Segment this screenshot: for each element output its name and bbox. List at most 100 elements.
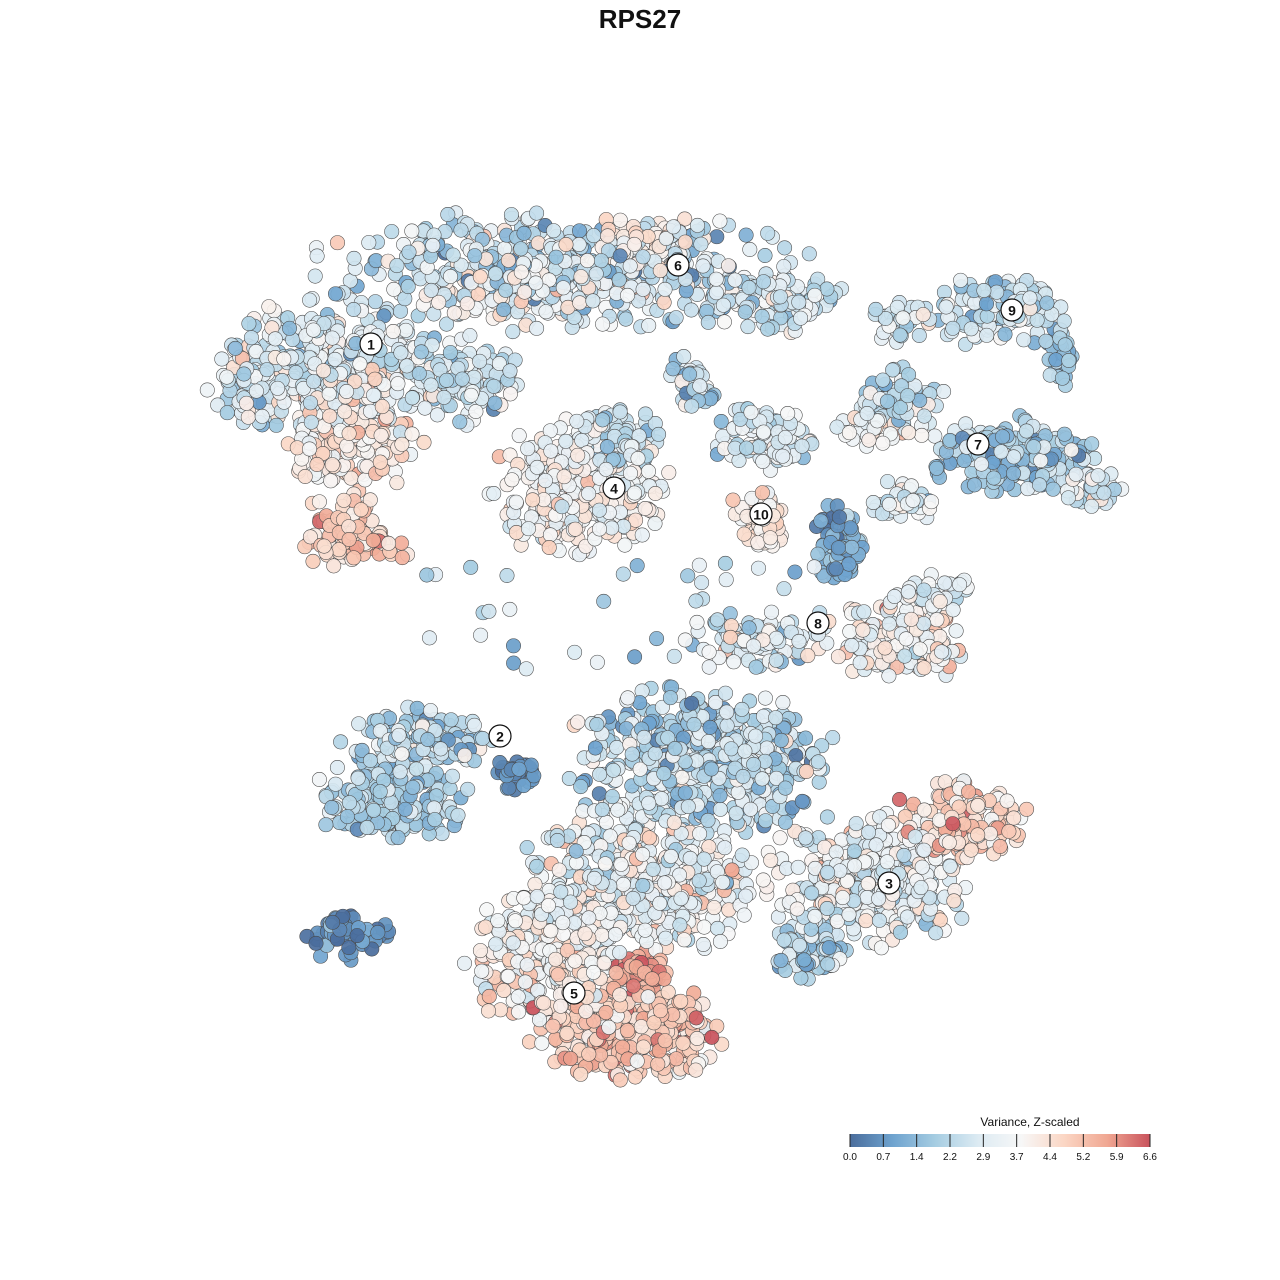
cell-point (967, 477, 982, 493)
cell-point (871, 912, 887, 928)
cell-point (916, 408, 932, 424)
cell-point (865, 495, 881, 510)
cell-point (324, 457, 340, 473)
cell-point (912, 641, 928, 657)
cell-point (842, 624, 858, 639)
cell-point (384, 224, 400, 240)
cell-point (499, 568, 515, 583)
cell-point (1084, 498, 1100, 514)
cell-point (807, 287, 823, 303)
cell-point (627, 1069, 643, 1085)
cell-point (718, 572, 734, 588)
cell-point (362, 753, 378, 768)
cell-point (598, 814, 614, 830)
cell-point (450, 807, 466, 823)
cell-point (532, 1012, 547, 1028)
cell-point (683, 302, 699, 318)
cell-point (581, 910, 597, 926)
cell-point (716, 314, 732, 330)
cell-point (673, 826, 689, 841)
cell-point (757, 248, 773, 263)
cell-point (647, 746, 663, 761)
cell-point (446, 305, 462, 321)
cell-point (715, 297, 731, 313)
cell-point (798, 730, 814, 746)
cell-point (329, 760, 345, 775)
cell-point (915, 307, 931, 323)
cell-point (692, 826, 708, 842)
cell-point (777, 814, 793, 830)
cell-point (916, 802, 932, 818)
cell-point (668, 1051, 684, 1067)
cell-point (661, 465, 677, 481)
cell-point (361, 235, 377, 251)
cell-point (773, 732, 789, 748)
cell-point (511, 1004, 527, 1020)
cell-point (502, 601, 518, 617)
cell-point (680, 568, 696, 584)
cell-point (810, 546, 826, 562)
cell-point (318, 817, 334, 833)
cell-point (545, 1018, 561, 1034)
cell-point (773, 952, 789, 968)
cell-point (572, 295, 588, 311)
cell-point (400, 279, 416, 295)
cell-point (844, 638, 860, 653)
cell-point (923, 494, 939, 510)
cell-point (504, 472, 520, 488)
cell-point (691, 873, 707, 889)
cell-point (1060, 490, 1076, 506)
cell-point (852, 655, 868, 671)
cell-point (333, 734, 349, 750)
cell-point (677, 234, 693, 250)
cell-point (800, 648, 816, 664)
cell-point (979, 327, 995, 343)
cell-point (452, 414, 468, 430)
cell-point (710, 920, 726, 936)
cell-point (755, 872, 771, 888)
cell-point (738, 227, 754, 243)
cell-point (819, 809, 835, 825)
cell-point (811, 774, 827, 790)
cell-point (505, 324, 521, 340)
cell-point (506, 638, 521, 654)
cell-point (700, 314, 716, 330)
cell-point (240, 409, 256, 425)
cell-point (954, 910, 970, 926)
cell-point (695, 937, 711, 952)
cell-point (717, 555, 733, 571)
cell-point (404, 390, 420, 406)
cell-point (443, 712, 459, 728)
cell-point (776, 581, 792, 597)
cell-point (641, 830, 657, 846)
cell-point (914, 427, 930, 443)
cell-point (881, 496, 897, 512)
cell-point (813, 513, 829, 529)
cell-point (261, 299, 277, 315)
cell-point (892, 792, 907, 807)
cell-point (510, 989, 526, 1005)
cell-point (628, 512, 644, 528)
cell-point (689, 1031, 705, 1046)
cell-point (1045, 481, 1061, 497)
cell-point (979, 296, 994, 312)
cell-point (362, 492, 378, 508)
cell-point (710, 612, 725, 628)
cell-point (617, 537, 633, 553)
cell-point (742, 242, 758, 257)
cell-point (502, 386, 518, 402)
cell-point (728, 805, 744, 821)
cell-point (787, 564, 803, 580)
cell-point (776, 932, 792, 948)
cell-point (704, 1029, 720, 1045)
cell-point (398, 322, 414, 338)
cell-point (804, 885, 820, 901)
cell-point (604, 789, 620, 805)
cell-point (311, 494, 327, 510)
cell-point (516, 890, 532, 906)
cell-point (675, 1035, 691, 1051)
cell-point (442, 781, 458, 796)
cell-point (519, 840, 535, 856)
cell-point (615, 566, 631, 582)
cell-point (637, 922, 653, 938)
